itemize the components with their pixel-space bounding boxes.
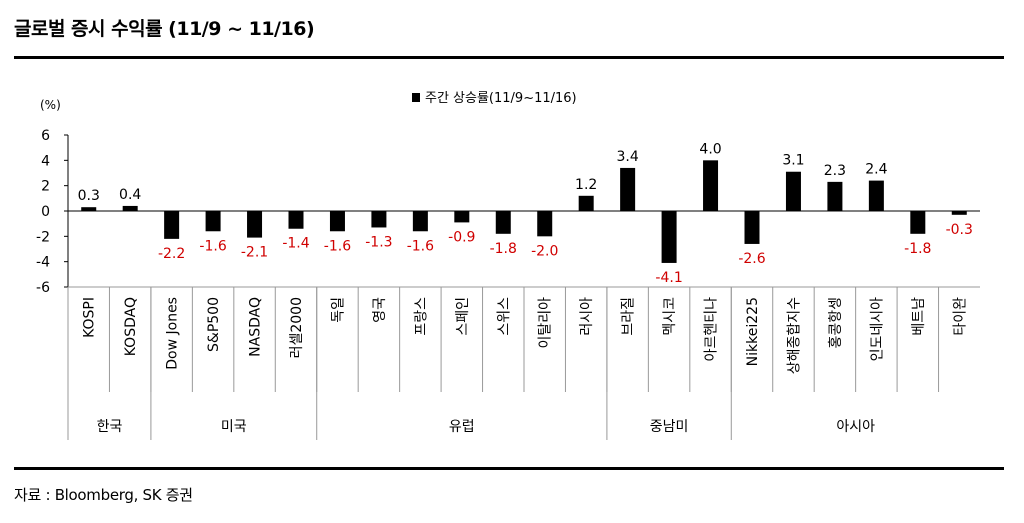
y-tick-label: -4 <box>36 255 50 271</box>
data-label: -1.8 <box>490 241 517 257</box>
bar <box>827 181 843 211</box>
data-label: -4.1 <box>655 270 682 286</box>
bar <box>247 211 263 238</box>
data-label: -2.0 <box>531 243 558 259</box>
y-tick-label: 4 <box>41 153 50 169</box>
bar <box>868 180 884 211</box>
bar <box>495 211 511 234</box>
category-label: KOSDAQ <box>123 297 139 356</box>
data-label: 4.0 <box>699 141 721 157</box>
data-label: -2.1 <box>241 245 268 261</box>
bar <box>537 211 553 237</box>
y-tick-label: 2 <box>41 179 50 195</box>
data-label: 0.3 <box>78 188 100 204</box>
bar <box>454 211 470 223</box>
group-label: 아시아 <box>836 419 875 435</box>
category-label: Dow Jones <box>165 297 181 370</box>
category-label: 홍콩항셍 <box>828 297 844 349</box>
y-tick-label: 0 <box>41 204 50 220</box>
bar <box>122 205 138 211</box>
category-label: 멕시코 <box>662 297 678 336</box>
bar <box>205 211 221 232</box>
category-label: 스페인 <box>455 297 471 336</box>
bar <box>744 211 760 244</box>
data-label: 1.2 <box>575 177 597 193</box>
category-label: 러셀2000 <box>289 297 305 358</box>
data-label: 2.3 <box>824 163 846 179</box>
category-label: 아르헨티나 <box>704 297 720 362</box>
data-label: -2.6 <box>738 251 765 267</box>
bar <box>578 195 594 211</box>
chart-title: 글로벌 증시 수익률 (11/9 ~ 11/16) <box>14 18 315 40</box>
data-label: -1.8 <box>904 241 931 257</box>
category-label: 러시아 <box>579 297 595 336</box>
data-label: -1.6 <box>324 238 351 254</box>
data-label: 2.4 <box>865 162 887 178</box>
group-label: 중남미 <box>650 419 689 435</box>
data-label: -1.4 <box>282 236 309 252</box>
bottom-rule <box>14 467 1004 470</box>
category-label: Nikkei225 <box>745 297 761 366</box>
category-label: 프랑스 <box>413 297 429 336</box>
category-label: S&P500 <box>206 297 222 352</box>
category-label: 상해종합지수 <box>786 297 802 374</box>
group-label: 한국 <box>97 419 123 435</box>
bar <box>785 171 801 211</box>
bar <box>620 167 636 211</box>
y-unit-label: (%) <box>40 98 61 112</box>
y-tick-label: -6 <box>36 280 50 296</box>
bar <box>164 211 180 239</box>
group-label: 유럽 <box>449 419 475 435</box>
data-label: -2.2 <box>158 246 185 262</box>
data-label: -0.9 <box>448 229 475 245</box>
group-label: 미국 <box>221 419 247 435</box>
legend-swatch <box>412 93 420 102</box>
bar <box>412 211 428 232</box>
category-label: 베트남 <box>911 297 927 336</box>
y-tick-label: -2 <box>36 229 50 245</box>
category-label: 독일 <box>330 297 346 323</box>
data-label: -1.3 <box>365 234 392 250</box>
data-label: -1.6 <box>199 238 226 254</box>
bar <box>288 211 304 229</box>
source-note: 자료 : Bloomberg, SK 증권 <box>14 486 193 504</box>
category-label: 이탈리아 <box>538 297 554 349</box>
category-label: 타이완 <box>952 297 968 336</box>
data-label: 0.4 <box>119 187 141 203</box>
y-tick-label: 6 <box>41 128 50 144</box>
category-label: KOSPI <box>82 297 98 338</box>
category-label: 스위스 <box>496 297 512 336</box>
bar <box>81 207 97 211</box>
bar <box>951 211 967 215</box>
data-label: 3.1 <box>782 153 804 169</box>
legend-label: 주간 상승률(11/9~11/16) <box>425 91 577 106</box>
category-label: 영국 <box>372 297 388 323</box>
category-label: 인도네시아 <box>869 297 885 362</box>
bar-chart: (%) 주간 상승률(11/9~11/16) 6 4 2 0 -2 -4 -6 0.3 KOSPI 0… <box>36 91 980 440</box>
bar <box>703 160 719 211</box>
data-label: -1.6 <box>407 238 434 254</box>
bar <box>910 211 926 234</box>
category-label: 브라질 <box>621 297 637 336</box>
bar <box>329 211 345 232</box>
category-label: NASDAQ <box>248 297 264 357</box>
data-label: -0.3 <box>946 222 973 238</box>
bar <box>371 211 387 228</box>
bar <box>661 211 677 263</box>
top-rule <box>14 56 1004 59</box>
data-label: 3.4 <box>617 149 639 165</box>
